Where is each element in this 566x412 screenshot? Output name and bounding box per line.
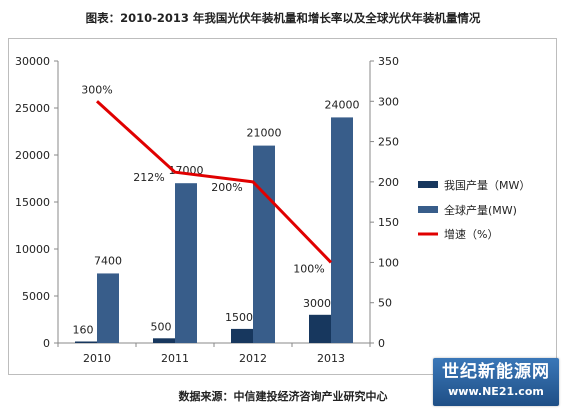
x-tick-label: 2010 xyxy=(83,352,111,365)
y-right-tick-label: 300 xyxy=(378,95,399,108)
watermark-line1: 世纪新能源网 xyxy=(442,362,550,382)
legend-label: 增速（%） xyxy=(444,227,498,241)
y-right-tick-label: 150 xyxy=(378,216,399,229)
bar-value-label: 160 xyxy=(73,323,94,336)
y-left-tick-label: 20000 xyxy=(15,149,50,162)
growth-label: 100% xyxy=(293,262,324,275)
bar-value-label: 24000 xyxy=(325,98,360,111)
bar-global xyxy=(331,117,353,344)
chart-frame xyxy=(8,38,557,375)
bar-global xyxy=(175,183,197,343)
y-right-tick-label: 350 xyxy=(378,55,399,68)
growth-label: 200% xyxy=(211,181,242,194)
bar-value-label: 500 xyxy=(151,320,172,333)
bar-value-label: 3000 xyxy=(303,297,331,310)
x-tick-label: 2011 xyxy=(161,352,189,365)
legend-label: 全球产量(MW) xyxy=(444,203,517,217)
bar-value-label: 1500 xyxy=(225,311,253,324)
bar-china xyxy=(309,314,331,343)
y-left-tick-label: 15000 xyxy=(15,196,50,209)
bar-value-label: 7400 xyxy=(94,254,122,267)
y-right-tick-label: 50 xyxy=(378,297,392,310)
y-left-tick-label: 25000 xyxy=(15,102,50,115)
growth-label: 212% xyxy=(133,171,164,184)
watermark-logo: 世纪新能源网 www.NE21.com xyxy=(433,358,559,406)
bar-china xyxy=(153,338,175,343)
x-tick-label: 2012 xyxy=(239,352,267,365)
chart-title: 图表：2010-2013 年我国光伏年装机量和增长率以及全球光伏年装机量情况 xyxy=(85,11,481,25)
y-right-tick-label: 0 xyxy=(378,337,385,350)
bar-value-label: 21000 xyxy=(247,127,282,140)
source-note: 数据来源：中信建投经济咨询产业研究中心 xyxy=(178,390,388,403)
bar-global xyxy=(97,273,119,343)
y-left-tick-label: 5000 xyxy=(22,290,50,303)
bar-global xyxy=(253,145,275,343)
y-left-tick-label: 10000 xyxy=(15,243,50,256)
growth-line xyxy=(95,100,333,264)
growth-label: 300% xyxy=(81,83,112,96)
x-tick-label: 2013 xyxy=(317,352,345,365)
watermark-line2: www.NE21.com xyxy=(448,385,544,398)
legend-label: 我国产量（MW） xyxy=(444,178,530,192)
y-right-tick-label: 200 xyxy=(378,176,399,189)
y-left-tick-label: 30000 xyxy=(15,55,50,68)
y-right-tick-label: 100 xyxy=(378,256,399,269)
y-left-tick-label: 0 xyxy=(43,337,50,350)
legend-swatch xyxy=(418,206,438,213)
bar-china xyxy=(231,328,253,343)
y-right-tick-label: 250 xyxy=(378,136,399,149)
bar-china xyxy=(75,341,97,343)
legend-swatch xyxy=(418,181,438,188)
